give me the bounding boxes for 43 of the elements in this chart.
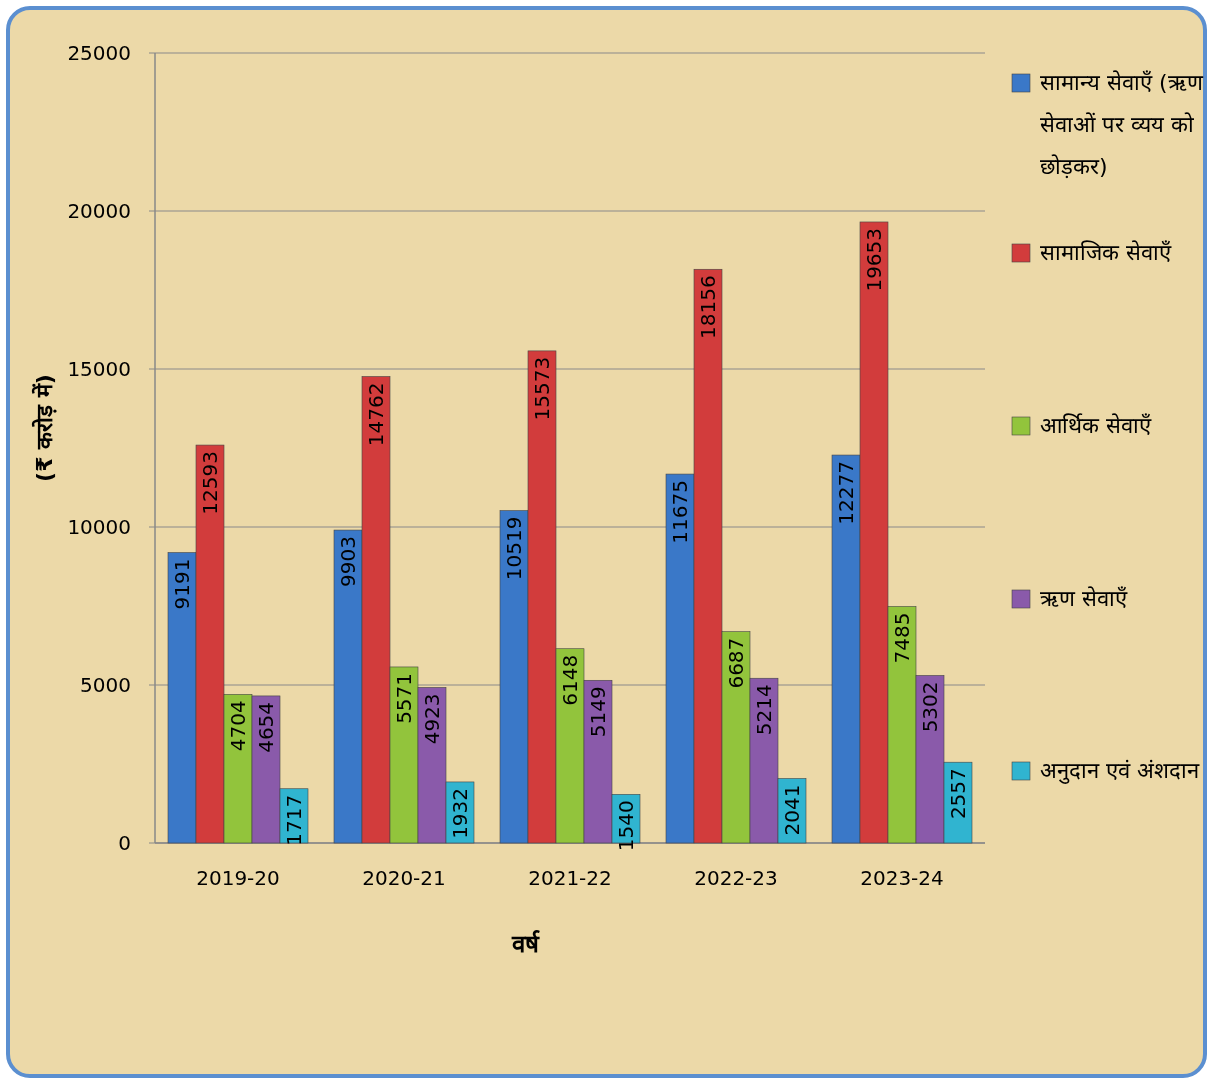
y-tick-label: 10000 <box>67 515 131 539</box>
data-label: 1932 <box>448 787 472 839</box>
data-label: 9191 <box>170 558 194 610</box>
data-label: 10519 <box>502 516 526 581</box>
y-tick-label: 20000 <box>67 199 131 223</box>
legend-label: अनुदान एवं अंशदान <box>1040 758 1200 784</box>
data-label: 1717 <box>282 794 306 846</box>
x-tick-label: 2023-24 <box>860 866 944 890</box>
y-tick-label: 15000 <box>67 357 131 381</box>
data-label: 4923 <box>420 693 444 745</box>
data-label: 4654 <box>254 701 278 753</box>
data-label: 7485 <box>890 612 914 664</box>
x-tick-label: 2021-22 <box>528 866 612 890</box>
x-tick-label: 2020-21 <box>362 866 446 890</box>
y-tick-label: 5000 <box>80 673 131 697</box>
y-axis-title: (₹ करोड़ में) <box>31 374 57 482</box>
data-label: 18156 <box>696 275 720 339</box>
x-axis-title: वर्ष <box>510 930 540 958</box>
data-label: 14762 <box>364 382 388 447</box>
legend-label: आर्थिक सेवाएँ <box>1040 413 1152 438</box>
data-label: 15573 <box>530 356 554 421</box>
data-label: 12277 <box>834 461 858 525</box>
data-label: 5302 <box>918 681 942 733</box>
x-tick-label: 2019-20 <box>196 866 280 890</box>
data-label: 11675 <box>668 480 692 544</box>
data-label: 2557 <box>946 768 970 820</box>
data-label: 6687 <box>724 637 748 689</box>
data-label: 1540 <box>614 800 638 852</box>
data-label: 9903 <box>336 536 360 587</box>
legend-label: ऋण सेवाएँ <box>1040 586 1128 611</box>
x-tick-label: 2022-23 <box>694 866 778 890</box>
data-label: 5214 <box>752 684 776 736</box>
data-label: 5149 <box>586 686 610 738</box>
legend-label: सामान्य सेवाएँ (ऋण सेवाओं पर व्यय को छोड़कर) <box>1040 70 1204 179</box>
data-label: 2041 <box>780 784 804 836</box>
data-label: 4704 <box>226 700 250 752</box>
data-label: 19653 <box>862 227 886 292</box>
data-label: 5571 <box>392 672 416 724</box>
y-tick-label: 25000 <box>67 41 131 65</box>
data-label: 12593 <box>198 451 222 515</box>
y-tick-label: 0 <box>118 831 131 855</box>
legend-label: सामाजिक सेवाएँ <box>1040 240 1172 265</box>
data-label: 6148 <box>558 654 582 706</box>
